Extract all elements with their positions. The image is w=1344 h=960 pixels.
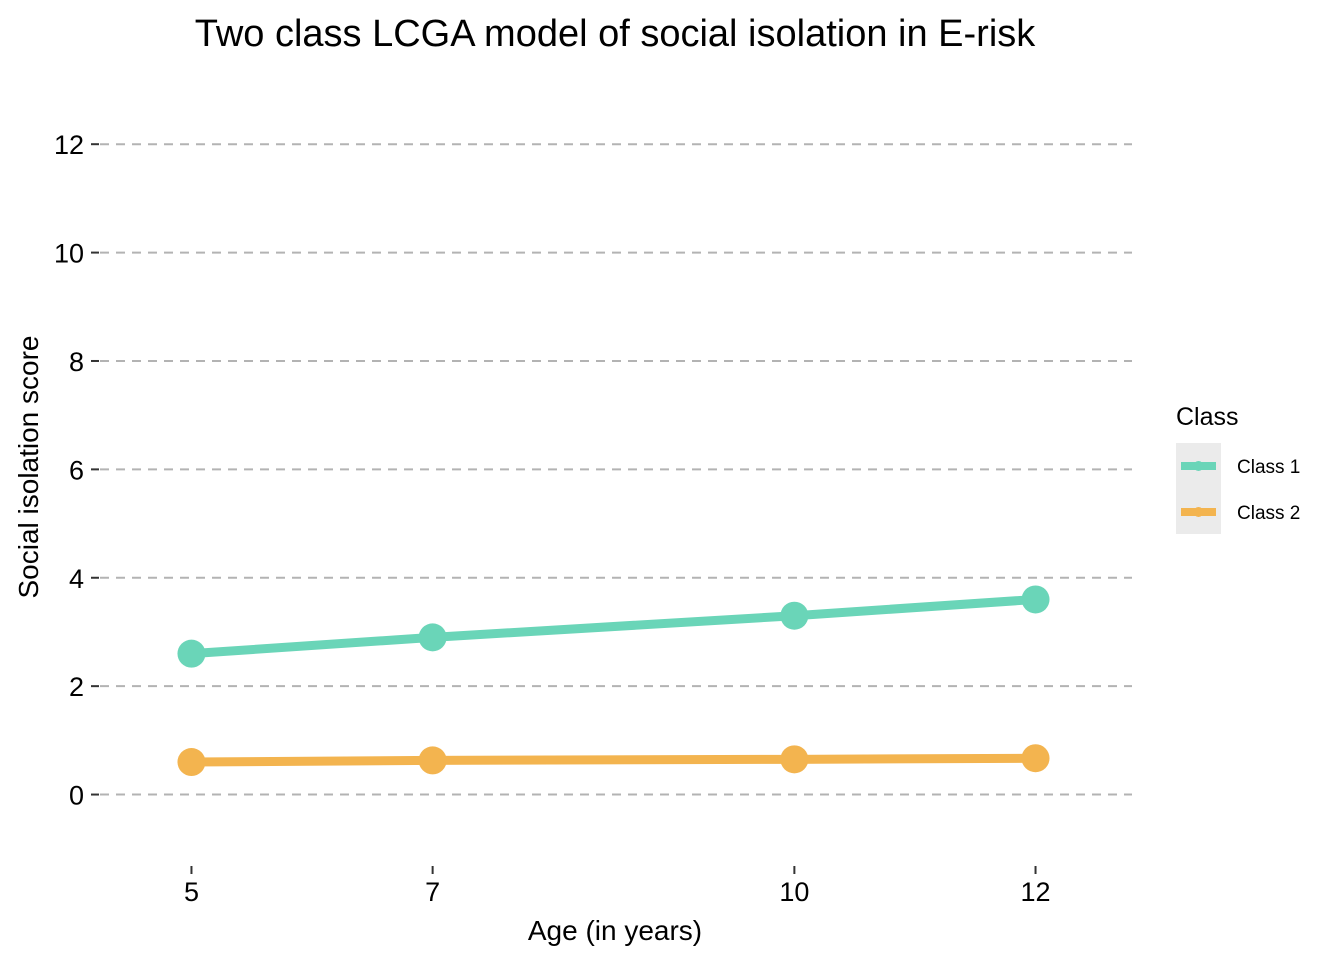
legend-key-point [1193,461,1204,471]
x-tick-label: 5 [184,877,199,907]
y-axis-title: Social isolation score [13,335,44,598]
legend-title: Class [1176,403,1239,431]
x-tick-label: 12 [1021,877,1051,907]
x-tick-label: 7 [425,877,440,907]
legend-items: Class 1 Class 2 [1181,457,1300,524]
legend-key-background [1176,443,1221,534]
y-tick-label: 6 [69,455,84,485]
data-point [1021,744,1050,773]
data-point [177,748,206,777]
y-tick-label: 0 [69,781,84,811]
y-tick-label: 10 [54,239,84,269]
legend-label: Class 2 [1237,503,1300,524]
data-point [780,745,809,774]
legend-key-point [1193,507,1204,517]
data-point [418,623,447,652]
y-axis: 0 2 4 6 8 10 12 [54,130,99,811]
series-line-2 [191,753,1036,767]
legend-label: Class 1 [1237,457,1300,478]
x-axis: 5 7 10 12 [184,866,1051,907]
y-tick-label: 2 [69,672,84,702]
series-line-1 [191,594,1036,659]
legend: Class Class 1 Class 2 [1176,403,1300,534]
data-point [177,639,206,668]
y-tick-label: 8 [69,347,84,377]
chart-title: Two class LCGA model of social isolation… [195,13,1037,55]
gridlines [100,143,1132,796]
series-lines [177,585,1050,777]
y-tick-label: 4 [69,564,84,594]
data-point [1021,585,1050,614]
data-point [780,601,809,630]
x-tick-label: 10 [779,877,809,907]
x-axis-title: Age (in years) [528,915,702,946]
y-tick-label: 12 [54,130,84,160]
data-point [418,746,447,775]
